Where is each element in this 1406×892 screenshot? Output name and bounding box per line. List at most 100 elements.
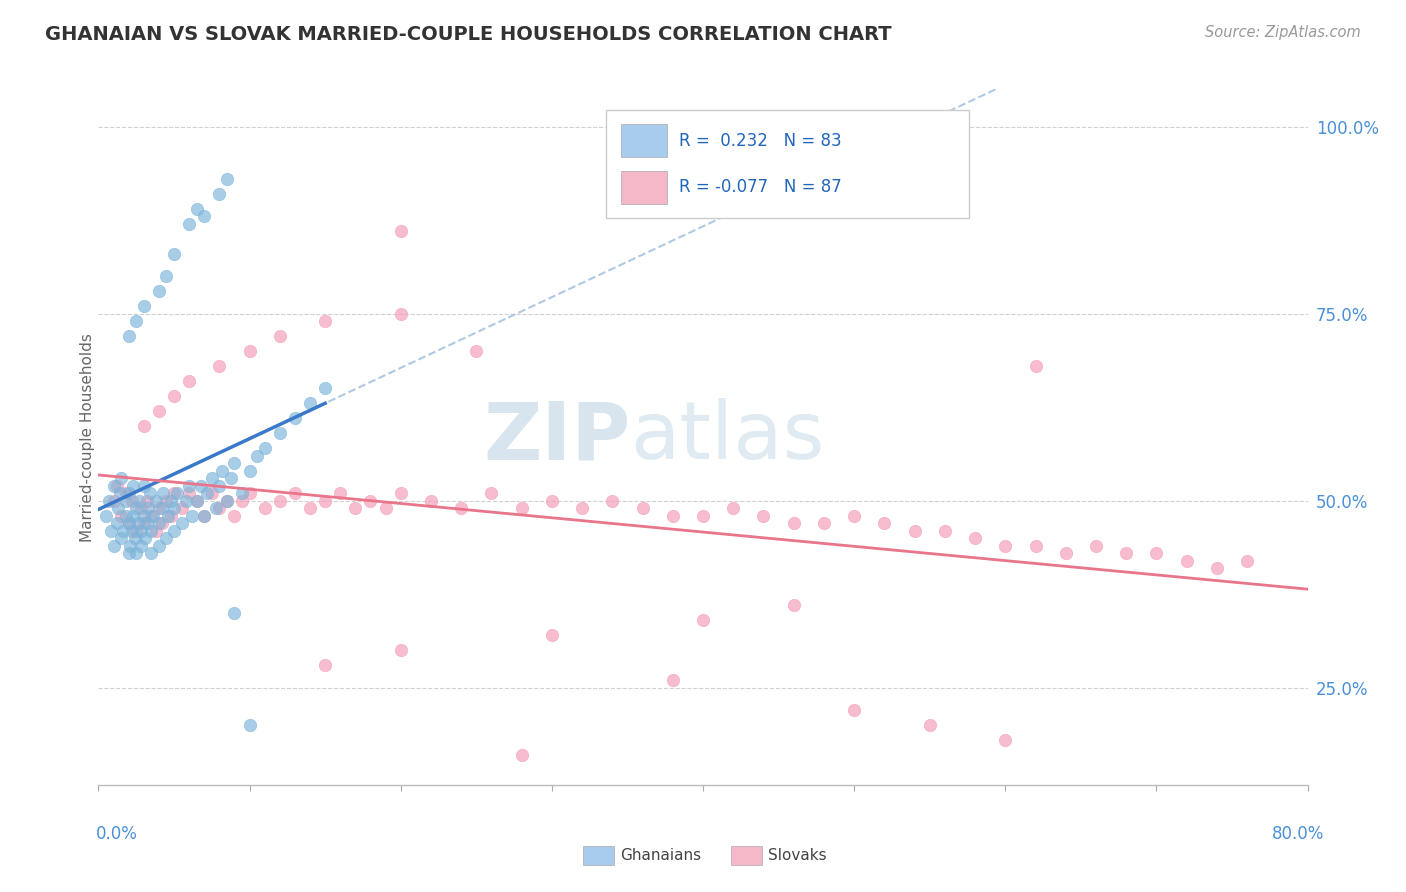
Point	[163, 389, 186, 403]
Point	[110, 508, 132, 523]
Point	[179, 374, 201, 388]
Point	[314, 314, 336, 328]
Point	[201, 486, 224, 500]
Point	[873, 516, 896, 530]
Point	[122, 508, 145, 523]
Point	[166, 486, 188, 500]
Point	[132, 418, 155, 433]
Text: Slovaks: Slovaks	[768, 848, 827, 863]
Text: GHANAIAN VS SLOVAK MARRIED-COUPLE HOUSEHOLDS CORRELATION CHART: GHANAIAN VS SLOVAK MARRIED-COUPLE HOUSEH…	[45, 25, 891, 44]
Point	[1024, 539, 1046, 553]
Point	[160, 508, 183, 523]
Point	[105, 479, 128, 493]
Point	[186, 493, 208, 508]
Point	[571, 501, 593, 516]
Point	[602, 493, 624, 508]
Point	[132, 508, 155, 523]
Point	[170, 516, 193, 530]
Point	[193, 508, 215, 523]
Point	[215, 493, 238, 508]
Point	[148, 516, 170, 530]
Point	[160, 493, 183, 508]
Point	[114, 486, 136, 500]
Text: atlas: atlas	[630, 398, 825, 476]
Point	[163, 247, 186, 261]
Point	[121, 493, 143, 508]
Point	[246, 449, 269, 463]
Point	[1144, 546, 1167, 560]
Point	[132, 516, 155, 530]
Point	[205, 501, 228, 516]
Point	[186, 493, 208, 508]
Point	[314, 381, 336, 395]
Text: 80.0%: 80.0%	[1272, 825, 1324, 843]
Point	[269, 426, 291, 441]
Point	[118, 516, 141, 530]
Point	[269, 329, 291, 343]
Point	[329, 486, 352, 500]
Point	[208, 359, 231, 373]
Y-axis label: Married-couple Households: Married-couple Households	[80, 333, 94, 541]
Point	[1236, 553, 1258, 567]
Text: Source: ZipAtlas.com: Source: ZipAtlas.com	[1205, 25, 1361, 40]
Point	[148, 284, 170, 298]
Point	[465, 344, 488, 359]
Point	[284, 411, 307, 425]
Text: 0.0%: 0.0%	[96, 825, 138, 843]
Point	[170, 501, 193, 516]
Point	[420, 493, 443, 508]
Point	[510, 747, 533, 762]
Point	[253, 501, 276, 516]
Point	[125, 314, 148, 328]
Point	[299, 501, 322, 516]
Point	[631, 501, 654, 516]
Point	[120, 539, 142, 553]
Point	[135, 516, 157, 530]
Point	[181, 508, 204, 523]
Point	[150, 516, 173, 530]
Point	[1115, 546, 1137, 560]
Point	[661, 673, 683, 688]
Point	[98, 493, 121, 508]
Point	[132, 299, 155, 313]
Point	[145, 524, 167, 538]
Point	[145, 493, 167, 508]
Point	[215, 493, 238, 508]
Point	[692, 508, 714, 523]
Point	[239, 718, 262, 732]
Point	[844, 703, 866, 717]
Point	[148, 501, 170, 516]
Point	[224, 606, 246, 620]
Point	[934, 524, 956, 538]
Point	[193, 508, 215, 523]
Point	[314, 658, 336, 673]
Point	[201, 471, 224, 485]
Point	[114, 508, 136, 523]
Point	[141, 508, 163, 523]
Point	[139, 486, 162, 500]
Point	[108, 486, 131, 500]
Text: R = -0.077   N = 87: R = -0.077 N = 87	[679, 178, 842, 196]
Point	[284, 486, 307, 500]
Point	[163, 524, 186, 538]
Point	[314, 493, 336, 508]
Point	[661, 508, 683, 523]
Point	[231, 486, 253, 500]
Point	[540, 493, 562, 508]
Point	[239, 486, 262, 500]
Point	[134, 531, 156, 545]
Point	[118, 486, 141, 500]
Point	[1206, 561, 1229, 575]
Point	[692, 613, 714, 627]
Point	[1175, 553, 1198, 567]
Point	[118, 516, 141, 530]
FancyBboxPatch shape	[621, 170, 666, 204]
Point	[103, 493, 125, 508]
Point	[156, 508, 179, 523]
Point	[224, 508, 246, 523]
Point	[481, 486, 503, 500]
Point	[132, 479, 155, 493]
Point	[269, 493, 291, 508]
Point	[110, 471, 132, 485]
Point	[100, 524, 122, 538]
